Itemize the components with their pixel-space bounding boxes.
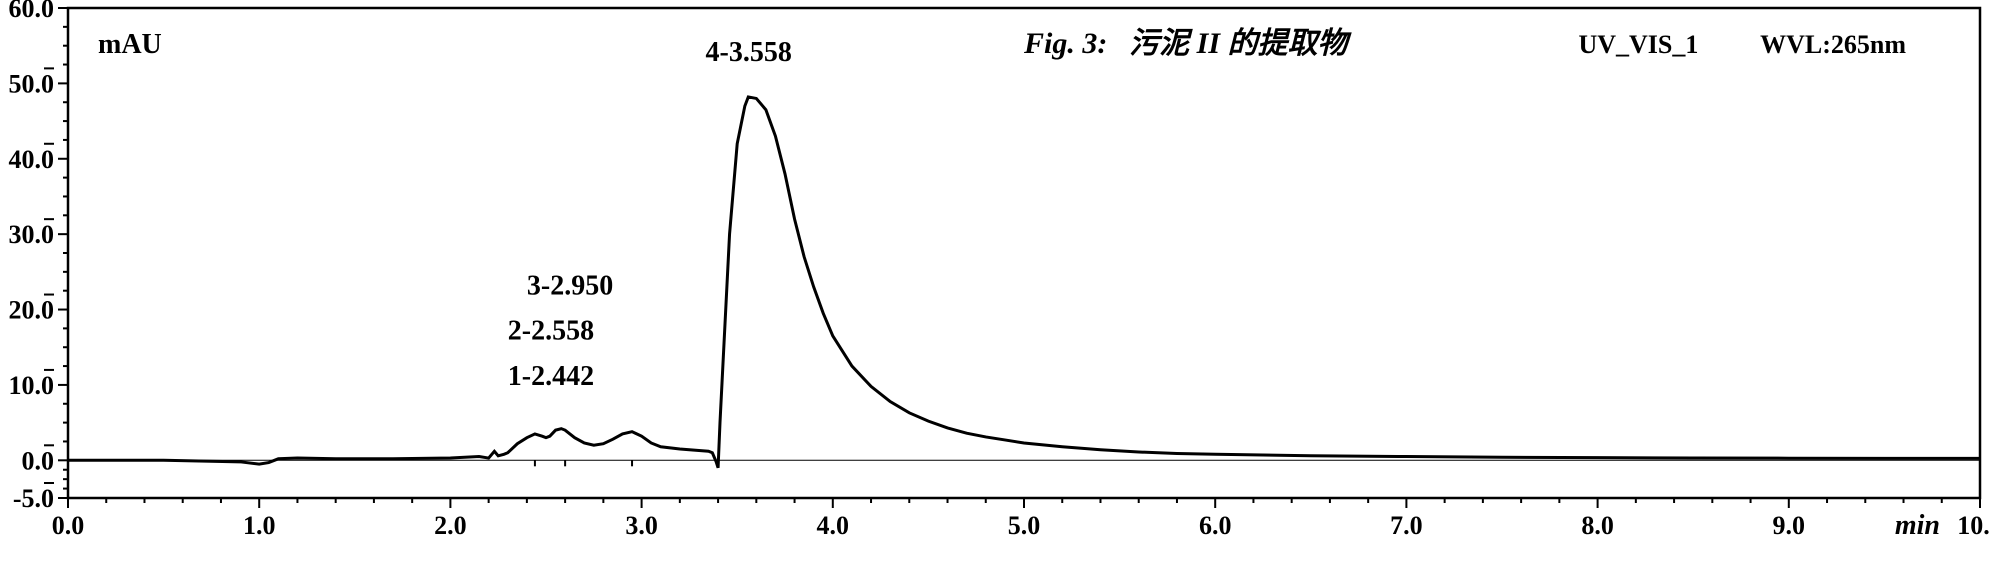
x-tick-label: 10.0 — [1957, 511, 1989, 540]
y-axis-unit: mAU — [98, 29, 162, 60]
y-tick-label: 50.0 — [9, 69, 55, 98]
peak-label-1: 1-2.442 — [508, 361, 594, 392]
y-tick-label: 40.0 — [9, 145, 55, 174]
y-tick-label: 10.0 — [9, 371, 55, 400]
x-tick-label: 5.0 — [1008, 511, 1041, 540]
x-tick-label: 6.0 — [1199, 511, 1232, 540]
y-tick-label: -5.0 — [13, 484, 54, 513]
y-tick-label: 20.0 — [9, 296, 55, 325]
x-tick-label: 4.0 — [817, 511, 850, 540]
x-tick-label: 1.0 — [243, 511, 276, 540]
y-tick-label: 0.0 — [22, 446, 55, 475]
y-tick-label: 60.0 — [9, 0, 55, 23]
figure-label-prefix: Fig. 3: — [1023, 27, 1107, 60]
figure-label-cn: 污泥 II 的提取物 — [1129, 27, 1352, 60]
peak-label-3: 3-2.950 — [527, 270, 613, 301]
chromatogram-chart: -5.00.010.020.030.040.050.060.00.01.02.0… — [0, 0, 1989, 566]
detector-label: UV_VIS_1 — [1578, 30, 1698, 59]
x-tick-label: 0.0 — [52, 511, 85, 540]
chromatogram-trace — [68, 97, 1980, 468]
x-tick-label: 8.0 — [1581, 511, 1614, 540]
x-axis-unit: min — [1895, 510, 1940, 541]
x-tick-label: 7.0 — [1390, 511, 1423, 540]
x-tick-label: 9.0 — [1773, 511, 1806, 540]
x-tick-label: 3.0 — [625, 511, 658, 540]
y-tick-label: 30.0 — [9, 220, 55, 249]
wavelength-label: WVL:265nm — [1760, 30, 1906, 59]
x-tick-label: 2.0 — [434, 511, 467, 540]
peak-label-4: 4-3.558 — [706, 37, 792, 68]
chart-svg: -5.00.010.020.030.040.050.060.00.01.02.0… — [0, 0, 1989, 566]
peak-label-2: 2-2.558 — [508, 316, 594, 347]
